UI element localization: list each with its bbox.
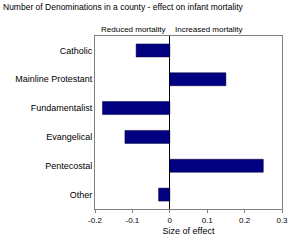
svg-text:Mainline Protestant: Mainline Protestant	[15, 74, 93, 84]
svg-text:0.2: 0.2	[239, 216, 251, 225]
svg-text:Size of effect: Size of effect	[163, 226, 215, 236]
svg-text:Catholic: Catholic	[60, 46, 93, 56]
svg-text:-0.1: -0.1	[126, 216, 140, 225]
svg-text:Reduced mortality: Reduced mortality	[101, 25, 165, 34]
svg-text:Number of Denominations in a c: Number of Denominations in a county - ef…	[3, 2, 244, 12]
svg-text:Fundamentalist: Fundamentalist	[31, 103, 93, 113]
svg-text:Other: Other	[70, 190, 93, 200]
svg-text:0: 0	[168, 216, 173, 225]
svg-text:0.3: 0.3	[276, 216, 288, 225]
svg-text:0.1: 0.1	[202, 216, 214, 225]
svg-text:Evangelical: Evangelical	[46, 132, 92, 142]
svg-text:Increased mortality: Increased mortality	[175, 25, 243, 34]
svg-text:-0.2: -0.2	[88, 216, 102, 225]
svg-text:Pentecostal: Pentecostal	[45, 161, 92, 171]
